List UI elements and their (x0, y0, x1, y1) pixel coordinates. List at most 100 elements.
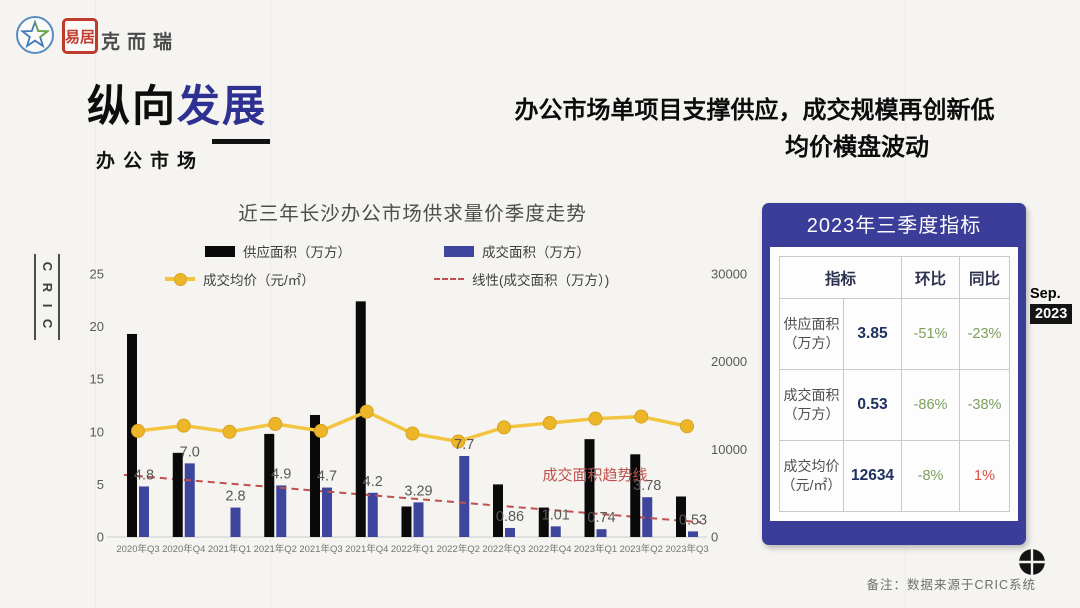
indicator-value: 3.85 (842, 298, 903, 370)
transaction-bar-label: 7.0 (180, 444, 200, 460)
legend-label: 线性(成交面积（万方）) (472, 273, 610, 288)
left-axis-tick: 5 (97, 477, 104, 492)
background-seam (95, 0, 96, 608)
transaction-bar-label: 4.9 (271, 466, 291, 482)
supply-bar (127, 333, 137, 537)
left-axis-tick: 25 (90, 267, 104, 282)
x-axis-label: 2023年Q3 (665, 543, 708, 555)
transaction-bar-label: 1.01 (542, 507, 570, 523)
column-header-mom: 环比 (901, 256, 961, 299)
price-marker (268, 416, 283, 431)
price-marker (359, 404, 374, 419)
right-axis-tick: 0 (711, 530, 718, 545)
transaction-bar (459, 455, 470, 537)
page-title-blue: 发展 (177, 83, 267, 131)
supply-bar (538, 507, 549, 537)
price-marker (451, 434, 466, 449)
price-marker (176, 418, 191, 433)
legend-item: 成交均价（元/㎡） (165, 269, 392, 289)
q3-indicator-panel: 2023年三季度指标 指标 环比 同比 供应面积 （万方） 3.85 -51% -23%… (762, 203, 1026, 545)
transaction-bar-label: 4.7 (317, 469, 337, 485)
price-marker (588, 411, 603, 426)
transaction-bar (413, 502, 424, 537)
indicator-label: 成交均价 （元/㎡） (779, 440, 844, 512)
seal-text: 易居 (65, 28, 96, 46)
right-axis-tick: 30000 (711, 267, 747, 282)
title-underline (212, 139, 270, 144)
transaction-bar (230, 507, 241, 537)
indicator-label: 供应面积 （万方） (779, 298, 844, 370)
page-subtitle: 办公市场 (96, 151, 205, 172)
price-marker (131, 423, 145, 438)
x-axis-label: 2021年Q4 (345, 543, 388, 555)
x-axis-label: 2023年Q1 (574, 543, 617, 555)
supply-bar (401, 506, 412, 537)
bar-legend-marker-icon (444, 245, 474, 257)
left-axis-tick: 10 (90, 424, 104, 439)
supply-bar (584, 439, 595, 537)
indicator-yoy: -38% (959, 369, 1011, 441)
right-axis-tick: 10000 (711, 442, 747, 457)
quadrant-circle-icon (1019, 549, 1045, 575)
trend-annotation: 成交面积趋势线 (542, 466, 647, 484)
headline: 办公市场单项目支撑供应，成交规模再创新低 均价横盘波动 (462, 92, 1047, 166)
left-axis-tick: 15 (90, 372, 104, 387)
indicator-row: 成交面积 （万方） 0.53 -86% -38% (779, 369, 1011, 441)
transaction-bar (139, 486, 149, 537)
quarterly-supply-demand-chart: 0 5 10 15 20 25 0 10000 20000 30000 2020年Q3 2020年Q4… (90, 267, 748, 556)
transaction-bar (550, 526, 561, 537)
price-marker (680, 419, 694, 434)
transaction-bar-label: 7.7 (454, 437, 474, 453)
line-legend-marker-icon (165, 273, 195, 286)
legend-label: 成交面积（万方） (482, 245, 590, 260)
price-marker (314, 423, 328, 438)
x-axis-label: 2022年Q3 (482, 543, 525, 555)
headline-line-1: 办公市场单项目支撑供应，成交规模再创新低 (514, 97, 995, 124)
transaction-bar-label: 3.29 (404, 483, 432, 499)
transaction-bar-label: 4.8 (134, 468, 154, 484)
left-axis-tick: 0 (97, 530, 104, 545)
transaction-bar-label: 4.2 (363, 474, 383, 490)
panel-title: 2023年三季度指标 (806, 215, 982, 237)
bar-legend-marker-icon (205, 245, 235, 257)
footer-note: 备注：数据来源于CRIC系统 (866, 578, 1036, 592)
badge-year: 2023 (1030, 304, 1073, 324)
price-marker (634, 409, 649, 424)
transaction-bar (184, 463, 195, 537)
indicator-row: 供应面积 （万方） 3.85 -51% -23% (779, 298, 1011, 370)
column-header-yoy: 同比 (959, 256, 1011, 299)
supply-bar (355, 301, 366, 537)
transaction-bar-label: 2.8 (225, 489, 245, 505)
supply-bar (676, 496, 686, 537)
transaction-bar (642, 497, 653, 537)
x-axis-label: 2021年Q3 (299, 543, 342, 555)
transaction-bar (367, 492, 378, 537)
trend-line (123, 473, 702, 524)
headline-line-2: 均价横盘波动 (785, 134, 929, 162)
ehouse-seal-icon: 易居 (62, 18, 98, 54)
transaction-bar (505, 527, 515, 537)
x-axis-label: 2021年Q2 (254, 543, 297, 555)
date-badge: Sep. 2023 (1030, 286, 1073, 324)
supply-bar (172, 452, 183, 537)
cric-star-logo-icon (16, 16, 54, 54)
transaction-bar-label: 0.74 (587, 510, 615, 526)
supply-bar (310, 414, 320, 537)
indicator-mom: -51% (901, 298, 961, 370)
transaction-bar (596, 529, 607, 537)
transaction-bar-label: 3.78 (633, 478, 661, 494)
legend-label: 供应面积（万方） (243, 245, 351, 260)
price-marker (497, 420, 511, 435)
supply-bar (264, 433, 275, 537)
x-axis-label: 2021年Q1 (208, 543, 251, 555)
x-axis-label: 2022年Q2 (437, 543, 480, 555)
background-seam (270, 0, 271, 608)
transaction-bar (276, 485, 287, 537)
left-axis-tick: 20 (90, 319, 104, 334)
page-title-black: 纵向 (87, 83, 177, 131)
indicator-header-row: 指标 环比 同比 (778, 256, 1011, 299)
x-axis-label: 2022年Q4 (528, 543, 571, 555)
badge-month: Sep. (1030, 286, 1061, 302)
price-marker (542, 416, 557, 431)
indicator-yoy: 1% (959, 440, 1011, 512)
